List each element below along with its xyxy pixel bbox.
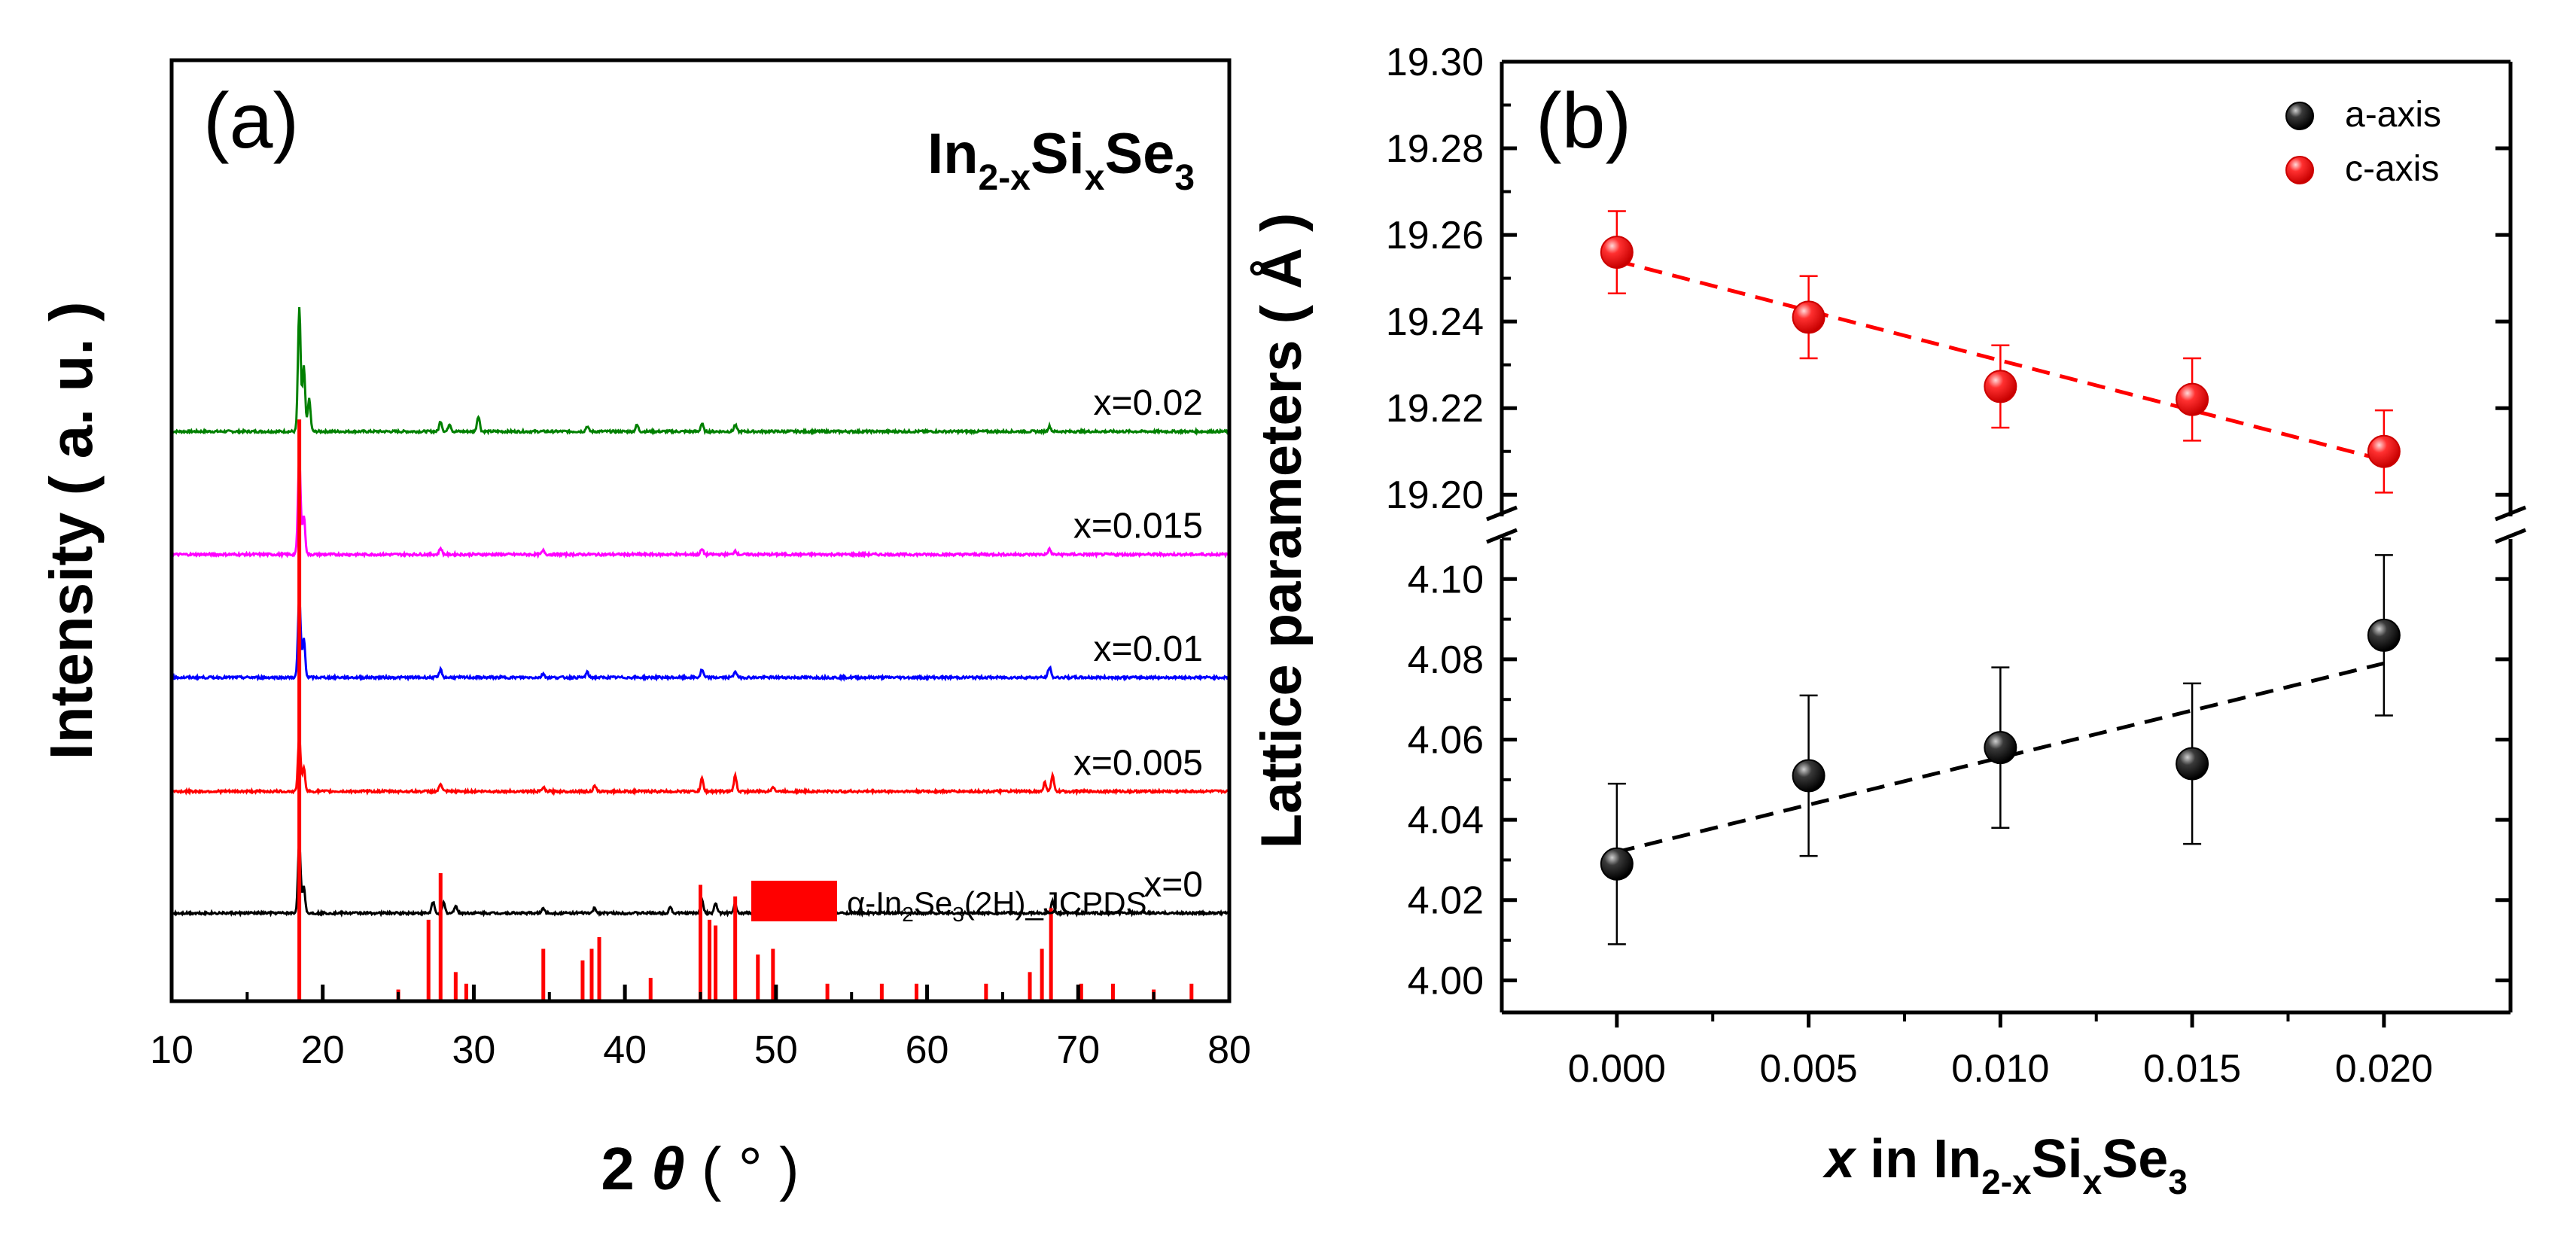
c-axis-point bbox=[2176, 382, 2209, 416]
series-label-2: x=0.01 bbox=[1094, 629, 1203, 669]
legend-c-axis-marker bbox=[2285, 156, 2314, 184]
lower-y-tick-label: 4.08 bbox=[1408, 638, 1484, 682]
panel-b-y-label: Lattice parameters ( Å ) bbox=[1250, 213, 1314, 849]
legend-a-axis-marker bbox=[2285, 102, 2314, 130]
lattice-series bbox=[1600, 210, 2401, 945]
x-tick-label: 80 bbox=[1207, 1028, 1251, 1072]
lower-y-tick-label: 4.04 bbox=[1408, 799, 1484, 842]
series-label-1: x=0.015 bbox=[1073, 507, 1203, 546]
c-axis-fit-line bbox=[1616, 259, 2385, 462]
panel-a-title: In2-xSixSe3 bbox=[927, 122, 1195, 198]
panel-b-frame bbox=[1500, 59, 2513, 1015]
legend-c-axis-label: c-axis bbox=[2345, 149, 2439, 189]
x-tick-label: 20 bbox=[301, 1028, 345, 1072]
reference-sticks bbox=[297, 419, 1194, 1001]
c-axis-point bbox=[1984, 370, 2017, 403]
panel-b-x-ticks: 0.000 0.005 0.010 0.015 0.020 bbox=[1568, 1012, 2433, 1091]
series-label-4: x=0 bbox=[1143, 865, 1203, 905]
x-tick-label: 40 bbox=[603, 1028, 647, 1072]
lower-y-tick-label: 4.06 bbox=[1408, 719, 1484, 763]
upper-y-tick-label: 19.22 bbox=[1386, 387, 1484, 431]
upper-y-tick-label: 19.20 bbox=[1386, 473, 1484, 517]
reference-legend: α-In2Se3(2H)_JCPDS bbox=[751, 881, 1147, 926]
panel-a-x-ticks: 10 20 30 40 50 60 70 80 bbox=[150, 985, 1251, 1072]
a-axis-point bbox=[1792, 759, 1825, 793]
lower-axis-ticks: 4.00 4.02 4.04 4.06 4.08 4.10 bbox=[1408, 537, 2511, 1003]
xrd-trace-2 bbox=[171, 595, 1231, 682]
upper-y-tick-label: 19.30 bbox=[1386, 41, 1484, 84]
a-axis-point bbox=[2176, 747, 2209, 781]
a-axis-point bbox=[1600, 847, 1634, 881]
x-tick-label: 60 bbox=[906, 1028, 949, 1072]
a-axis-point bbox=[2367, 618, 2401, 652]
lower-y-tick-label: 4.00 bbox=[1408, 959, 1484, 1003]
upper-y-tick-label: 19.26 bbox=[1386, 214, 1484, 257]
series-label-3: x=0.005 bbox=[1073, 743, 1203, 783]
a-axis-fit-line bbox=[1616, 661, 2385, 854]
xrd-trace-1 bbox=[171, 456, 1230, 559]
lower-y-tick-label: 4.10 bbox=[1408, 558, 1484, 601]
panel-a: 10 20 30 40 50 60 70 80 (a) In2-xSixSe3 x=0.02x… bbox=[38, 58, 1251, 1202]
reference-legend-swatch bbox=[751, 881, 837, 921]
panel-a-y-label: Intensity ( a. u. ) bbox=[38, 302, 105, 760]
lower-y-tick-label: 4.02 bbox=[1408, 879, 1484, 923]
panel-a-x-label: 2 θ ( ° ) bbox=[601, 1135, 799, 1202]
series-labels: x=0.02 x=0.015 x=0.01 x=0.005 x=0 bbox=[1073, 383, 1203, 905]
upper-y-tick-label: 19.24 bbox=[1386, 300, 1484, 344]
legend-a-axis-label: a-axis bbox=[2345, 95, 2441, 135]
a-axis-point bbox=[1984, 731, 2017, 765]
panel-a-frame bbox=[169, 58, 1232, 1003]
panel-b-x-label: x in In2-xSixSe3 bbox=[1822, 1129, 2188, 1201]
x-tick-label: 10 bbox=[150, 1028, 193, 1072]
x-tick-label: 0.005 bbox=[1760, 1047, 1858, 1091]
c-axis-point bbox=[1792, 300, 1825, 334]
x-tick-label: 0.015 bbox=[2143, 1047, 2241, 1091]
panel-b-legend: a-axis c-axis bbox=[2285, 95, 2441, 189]
c-axis-point bbox=[1600, 236, 1634, 269]
series-label-0: x=0.02 bbox=[1094, 383, 1203, 423]
x-tick-label: 50 bbox=[754, 1028, 798, 1072]
panel-a-tag: (a) bbox=[203, 78, 299, 165]
axis-break-marks bbox=[1486, 505, 2526, 544]
xrd-trace-3 bbox=[171, 735, 1229, 796]
c-axis-point bbox=[2367, 434, 2401, 468]
reference-legend-label: α-In2Se3(2H)_JCPDS bbox=[847, 885, 1147, 926]
xrd-trace-0 bbox=[171, 306, 1231, 437]
x-tick-label: 0.020 bbox=[2335, 1047, 2433, 1091]
x-tick-label: 30 bbox=[452, 1028, 496, 1072]
x-tick-label: 70 bbox=[1056, 1028, 1100, 1072]
xrd-traces bbox=[170, 306, 1231, 918]
x-tick-label: 0.010 bbox=[1951, 1047, 2049, 1091]
upper-y-tick-label: 19.28 bbox=[1386, 127, 1484, 171]
x-tick-label: 0.000 bbox=[1568, 1047, 1666, 1091]
panel-b-tag: (b) bbox=[1536, 78, 1631, 165]
